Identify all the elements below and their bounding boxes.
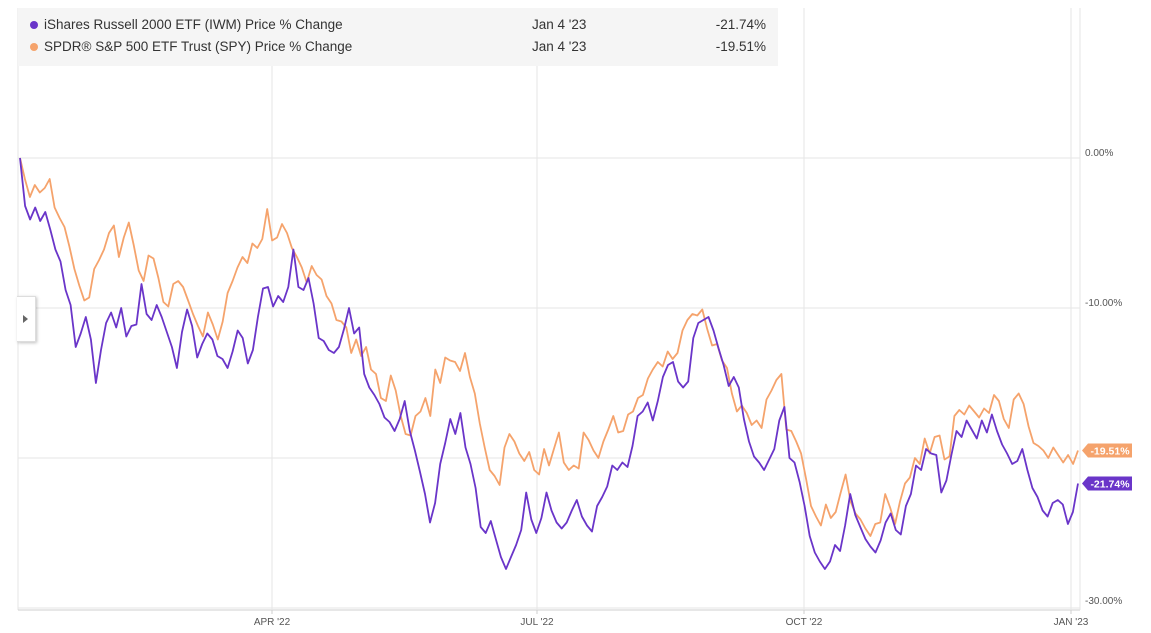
end-labels: -19.51% -21.74% [1082, 443, 1132, 491]
legend: iShares Russell 2000 ETF (IWM) Price % C… [18, 8, 778, 66]
end-label-bg-spy [1082, 443, 1132, 458]
legend-item-iwm[interactable]: iShares Russell 2000 ETF (IWM) Price % C… [18, 14, 778, 36]
series-line-iwm [19, 157, 1079, 570]
legend-name-spy: SPDR® S&P 500 ETF Trust (SPY) Price % Ch… [44, 39, 353, 54]
series-line-spy [19, 157, 1079, 537]
x-tick-label: JAN '23 [1054, 617, 1089, 628]
y-tick-label: 0.00% [1085, 148, 1113, 159]
legend-dot-spy [30, 43, 38, 51]
y-tick-label: -30.00% [1085, 596, 1122, 607]
x-tick-label: OCT '22 [786, 617, 823, 628]
series-iwm [19, 157, 1079, 570]
chevron-right-icon [23, 315, 28, 323]
x-axis: APR '22 JUL '22 OCT '22 JAN '23 [254, 610, 1089, 628]
legend-item-spy[interactable]: SPDR® S&P 500 ETF Trust (SPY) Price % Ch… [18, 36, 778, 58]
end-label-iwm: -21.74% [1090, 479, 1130, 491]
legend-name-iwm: iShares Russell 2000 ETF (IWM) Price % C… [44, 17, 343, 32]
legend-date-iwm: Jan 4 '23 [532, 17, 587, 32]
legend-value-iwm: -21.74% [715, 17, 766, 32]
panel-expander-button[interactable] [17, 296, 36, 342]
x-tick-label: APR '22 [254, 617, 291, 628]
legend-value-spy: -19.51% [715, 39, 766, 54]
end-label-spy: -19.51% [1090, 446, 1130, 458]
legend-dot-iwm [30, 21, 38, 29]
series-spy [19, 157, 1079, 537]
end-label-bg-iwm [1082, 476, 1132, 491]
x-tick-label: JUL '22 [520, 617, 554, 628]
y-axis: 0.00% -10.00% -30.00% [1085, 148, 1122, 607]
grid-lines [17, 8, 1081, 611]
legend-date-spy: Jan 4 '23 [532, 39, 587, 54]
y-tick-label: -10.00% [1085, 298, 1122, 309]
